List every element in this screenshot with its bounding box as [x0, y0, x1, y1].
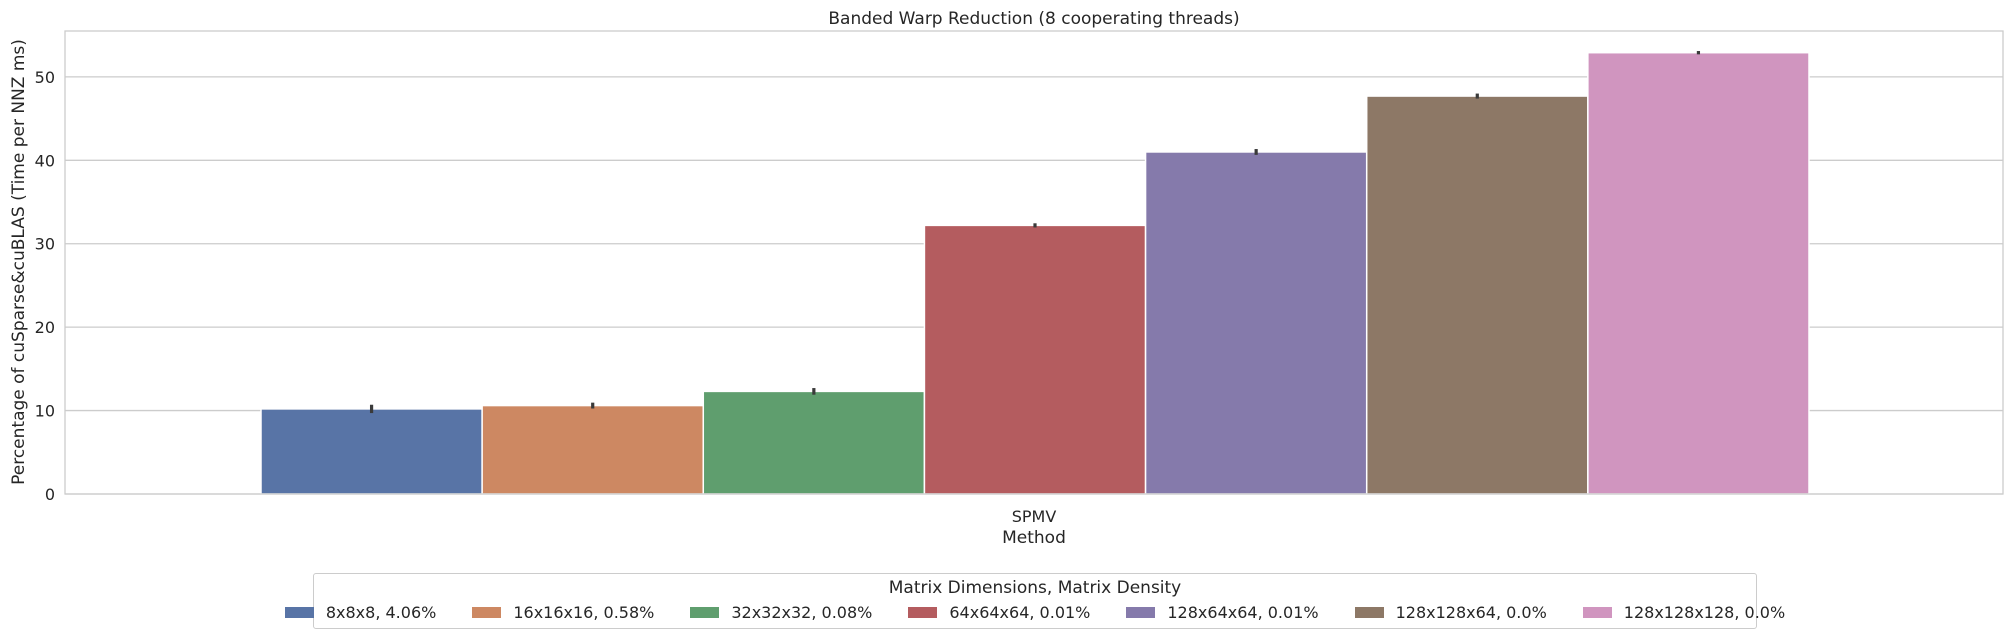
y-tick-label: 20 [35, 318, 55, 337]
legend-swatch [284, 607, 314, 618]
legend-items: 8x8x8, 4.06% 16x16x16, 0.58% 32x32x32, 0.0… [284, 603, 1785, 622]
legend-label: 128x64x64, 0.01% [1167, 603, 1319, 622]
legend-label: 64x64x64, 0.01% [949, 603, 1091, 622]
legend-swatch [1354, 607, 1384, 618]
plot-frame [64, 30, 2004, 495]
y-tick-label: 10 [35, 402, 55, 421]
y-tick-label: 50 [35, 68, 55, 87]
legend-item: 8x8x8, 4.06% [284, 603, 437, 622]
legend-swatch [472, 607, 502, 618]
legend-item: 128x128x128, 0.0% [1582, 603, 1786, 622]
y-tick-label: 40 [35, 151, 55, 170]
legend-title: Matrix Dimensions, Matrix Density [888, 578, 1182, 598]
legend-item: 128x64x64, 0.01% [1126, 603, 1319, 622]
chart-title: Banded Warp Reduction (8 cooperating thr… [828, 9, 1239, 29]
legend-label: 16x16x16, 0.58% [513, 603, 655, 622]
legend-label: 128x128x64, 0.0% [1395, 603, 1547, 622]
legend-item: 64x64x64, 0.01% [908, 603, 1090, 622]
legend-swatch [908, 607, 938, 618]
y-tick-label: 0 [45, 485, 55, 504]
y-axis-label: Percentage of cuSparse&cuBLAS (Time per … [9, 39, 29, 485]
x-tick-label-spmv: SPMV [1012, 507, 1057, 526]
legend-label: 8x8x8, 4.06% [325, 603, 437, 622]
error-bars [369, 51, 1701, 414]
chart: Banded Warp Reduction (8 cooperating thr… [9, 9, 2004, 548]
legend-label: 32x32x32, 0.08% [731, 603, 873, 622]
bar-1 [260, 408, 483, 495]
bar-5 [1144, 151, 1368, 495]
legend-item: 128x128x64, 0.0% [1354, 603, 1547, 622]
legend-item: 16x16x16, 0.58% [472, 603, 654, 622]
legend-item: 32x32x32, 0.08% [690, 603, 872, 622]
x-axis-label: Method [1002, 528, 1066, 548]
legend: Matrix Dimensions, Matrix Density 8x8x8,… [284, 573, 1785, 629]
y-tick-label: 30 [35, 235, 55, 254]
bar-7 [1587, 51, 1810, 495]
legend-swatch [1582, 607, 1612, 618]
bar-6 [1365, 95, 1589, 495]
legend-swatch [690, 607, 720, 618]
legend-label: 128x128x128, 0.0% [1623, 603, 1786, 622]
y-tick-labels: 0 10 20 30 40 50 [35, 68, 55, 504]
bar-2 [481, 404, 705, 495]
bars [260, 51, 1810, 495]
bar-3 [702, 390, 926, 495]
bar-4 [923, 224, 1147, 495]
legend-swatch [1126, 607, 1156, 618]
